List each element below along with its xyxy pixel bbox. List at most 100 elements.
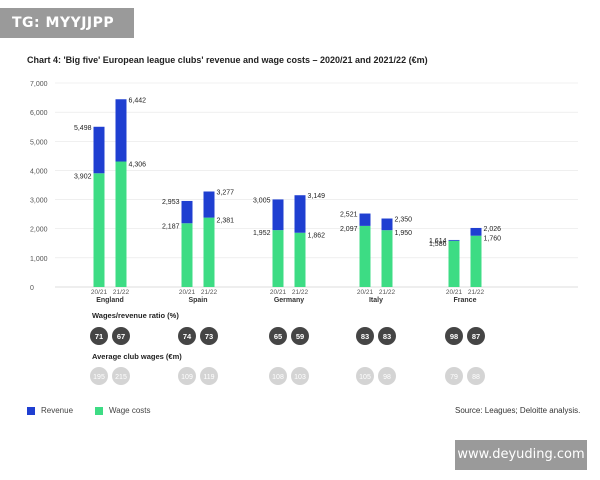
legend-wage-costs: Wage costs xyxy=(95,406,151,415)
revenue-value-label: 2,953 xyxy=(162,199,180,206)
revenue-value-label: 2,350 xyxy=(395,217,413,224)
revenue-bar xyxy=(115,99,127,162)
revenue-bar xyxy=(181,200,193,224)
revenue-bar xyxy=(381,218,393,231)
revenue-bar xyxy=(470,227,482,236)
ratio-circle xyxy=(178,327,196,345)
y-tick-label: 5,000 xyxy=(30,139,48,146)
wage-bar xyxy=(294,232,306,287)
ratio-circle xyxy=(467,327,485,345)
y-tick-label: 3,000 xyxy=(30,198,48,205)
avg-wages-circle xyxy=(90,367,108,385)
chart-title: Chart 4: 'Big five' European league club… xyxy=(27,55,428,65)
avg-wages-value: 98 xyxy=(383,374,391,381)
season-tick-label: 21/22 xyxy=(113,289,130,296)
season-tick-label: 20/21 xyxy=(446,289,463,296)
ratio-value: 87 xyxy=(472,332,480,341)
revenue-value-label: 1,614 xyxy=(429,238,447,245)
legend-revenue-swatch xyxy=(27,406,35,415)
ratio-row-label: Wages/revenue ratio (%) xyxy=(92,311,179,320)
ratio-circle xyxy=(378,327,396,345)
avg-wages-circle xyxy=(291,367,309,385)
y-tick-label: 2,000 xyxy=(30,227,48,234)
wages-value-label: 1,950 xyxy=(395,230,413,237)
revenue-bar xyxy=(93,126,105,174)
ratio-circle xyxy=(112,327,130,345)
legend-wage-costs-label: Wage costs xyxy=(109,406,151,415)
revenue-value-label: 3,277 xyxy=(217,189,235,196)
y-tick-label: 1,000 xyxy=(30,256,48,263)
avg-wages-value: 195 xyxy=(93,374,105,381)
ratio-circle xyxy=(445,327,463,345)
wages-value-label: 1,862 xyxy=(308,233,326,240)
source-note: Source: Leagues; Deloitte analysis. xyxy=(455,406,581,415)
ratio-circle xyxy=(90,327,108,345)
ratio-value: 67 xyxy=(117,332,125,341)
revenue-value-label: 2,521 xyxy=(340,212,358,219)
ratio-circle xyxy=(356,327,374,345)
wages-value-label: 4,306 xyxy=(129,162,147,169)
wages-value-label: 1,760 xyxy=(484,236,502,243)
avg-wages-value: 108 xyxy=(272,374,284,381)
avg-wages-value: 103 xyxy=(294,374,306,381)
y-tick-label: 6,000 xyxy=(30,110,48,117)
y-tick-label: 4,000 xyxy=(30,168,48,175)
wages-value-label: 3,902 xyxy=(74,173,92,180)
wage-bar xyxy=(381,230,393,287)
legend-revenue: Revenue xyxy=(27,406,73,415)
avg-wages-value: 79 xyxy=(450,374,458,381)
avg-wages-circle xyxy=(378,367,396,385)
ratio-value: 83 xyxy=(361,332,369,341)
avg-wages-circle xyxy=(356,367,374,385)
country-label: England xyxy=(96,297,124,304)
watermark-top: TG: MYYJJPP xyxy=(0,8,134,38)
avg-wages-value: 109 xyxy=(181,374,193,381)
ratio-value: 98 xyxy=(450,332,458,341)
ratio-value: 65 xyxy=(274,332,282,341)
wages-value-label: 1,586 xyxy=(429,241,447,248)
avg-wages-circle xyxy=(269,367,287,385)
avg-wages-circle xyxy=(178,367,196,385)
revenue-value-label: 5,498 xyxy=(74,125,92,132)
wage-bar xyxy=(448,240,460,287)
legend-revenue-label: Revenue xyxy=(41,406,74,415)
country-label: France xyxy=(454,297,477,304)
revenue-bar xyxy=(359,213,371,226)
avg-wages-circle xyxy=(467,367,485,385)
revenue-value-label: 3,149 xyxy=(308,193,326,200)
avg-wages-value: 105 xyxy=(359,374,371,381)
season-tick-label: 20/21 xyxy=(270,289,287,296)
wage-bar xyxy=(93,173,105,287)
wage-bar xyxy=(470,235,482,287)
ratio-value: 83 xyxy=(383,332,391,341)
season-tick-label: 21/22 xyxy=(468,289,485,296)
country-label: Italy xyxy=(369,297,383,304)
ratio-value: 73 xyxy=(205,332,213,341)
wages-value-label: 2,097 xyxy=(340,226,358,233)
season-tick-label: 21/22 xyxy=(379,289,396,296)
y-tick-label: 7,000 xyxy=(30,81,48,88)
avg-wages-value: 215 xyxy=(115,374,127,381)
revenue-bar xyxy=(203,191,215,218)
season-tick-label: 20/21 xyxy=(91,289,108,296)
wage-bar xyxy=(115,161,127,287)
revenue-bar xyxy=(448,239,460,241)
revenue-bar xyxy=(272,199,284,231)
avg-wages-value: 88 xyxy=(472,374,480,381)
revenue-value-label: 3,005 xyxy=(253,197,271,204)
season-tick-label: 21/22 xyxy=(201,289,218,296)
avg-wages-circle xyxy=(200,367,218,385)
wages-value-label: 2,381 xyxy=(217,218,235,225)
ratio-circle xyxy=(269,327,287,345)
avg-wages-row-label: Average club wages (€m) xyxy=(92,352,182,361)
avg-wages-circle xyxy=(445,367,463,385)
ratio-circle xyxy=(200,327,218,345)
season-tick-label: 20/21 xyxy=(357,289,374,296)
wage-bar xyxy=(181,223,193,287)
ratio-circle xyxy=(291,327,309,345)
avg-wages-value: 119 xyxy=(203,374,214,381)
ratio-value: 59 xyxy=(296,332,304,341)
ratio-value: 71 xyxy=(95,332,103,341)
revenue-bar xyxy=(294,195,306,233)
